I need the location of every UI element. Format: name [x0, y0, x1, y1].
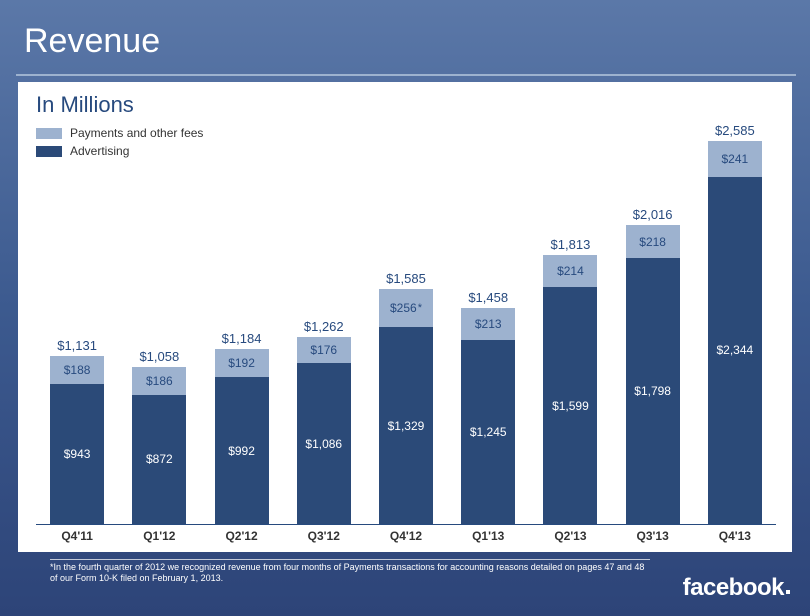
- bar-total-label: $2,016: [633, 207, 673, 222]
- bar-column: $1,131 $188$943: [36, 124, 118, 524]
- bar-stack: $241$2,344: [708, 141, 762, 524]
- bar-segment-payments: $256*: [379, 289, 433, 327]
- annotation-asterisk: *: [418, 303, 422, 314]
- bar-segment-advertising: $1,329: [379, 327, 433, 524]
- x-axis-label: Q2'13: [529, 525, 611, 546]
- bar-total-label: $1,458: [468, 290, 508, 305]
- brand-logo: facebook: [683, 574, 790, 602]
- x-axis-label: Q4'12: [365, 525, 447, 546]
- bars-container: $1,131$188$943$1,058$186$872$1,184$192$9…: [36, 124, 776, 524]
- bar-column: $2,016 $218$1,798: [612, 124, 694, 524]
- subtitle: In Millions: [36, 92, 134, 118]
- bar-segment-advertising: $1,599: [543, 287, 597, 524]
- bar-column: $1,058 $186$872: [118, 124, 200, 524]
- bar-stack: $176$1,086: [297, 337, 351, 524]
- bar-segment-advertising: $943: [50, 384, 104, 524]
- bar-segment-payments: $176: [297, 337, 351, 363]
- x-axis-label: Q4'13: [694, 525, 776, 546]
- bar-total-label: $1,058: [139, 349, 179, 364]
- bar-total-label: $1,585: [386, 271, 426, 286]
- slide-title: Revenue: [0, 10, 810, 72]
- chart-panel: In Millions Payments and other fees Adve…: [18, 82, 792, 552]
- x-axis: Q4'11Q1'12Q2'12Q3'12Q4'12Q1'13Q2'13Q3'13…: [36, 524, 776, 546]
- bar-stack: $213$1,245: [461, 308, 515, 524]
- x-axis-label: Q1'12: [118, 525, 200, 546]
- bar-segment-payments: $186: [132, 367, 186, 395]
- bar-stack: $188$943: [50, 356, 104, 524]
- footnote: *In the fourth quarter of 2012 we recogn…: [50, 559, 650, 585]
- x-axis-label: Q1'13: [447, 525, 529, 546]
- brand-name: facebook: [683, 574, 784, 602]
- bar-segment-payments: $192: [215, 349, 269, 377]
- bar-column: $2,585 $241$2,344: [694, 124, 776, 524]
- bar-stack: $186$872: [132, 367, 186, 524]
- bar-total-label: $1,131: [57, 338, 97, 353]
- bar-segment-advertising: $1,798: [626, 258, 680, 524]
- slide: Revenue In Millions Payments and other f…: [0, 0, 810, 616]
- bar-column: $1,458 $213$1,245: [447, 124, 529, 524]
- bar-segment-advertising: $1,086: [297, 363, 351, 524]
- bar-stack: $192$992: [215, 349, 269, 524]
- bar-segment-advertising: $1,245: [461, 340, 515, 524]
- x-axis-label: Q2'12: [200, 525, 282, 546]
- bar-column: $1,813 $214$1,599: [529, 124, 611, 524]
- bar-stack: $218$1,798: [626, 225, 680, 524]
- x-axis-label: Q3'12: [283, 525, 365, 546]
- bar-segment-payments: $214: [543, 255, 597, 287]
- bar-total-label: $1,184: [222, 331, 262, 346]
- bar-segment-advertising: $992: [215, 377, 269, 524]
- bar-column: $1,184 $192$992: [200, 124, 282, 524]
- brand-dot: [786, 590, 790, 594]
- bar-segment-payments: $241: [708, 141, 762, 177]
- bar-segment-payments: $188: [50, 356, 104, 384]
- bar-total-label: $1,262: [304, 319, 344, 334]
- bar-segment-payments: $218: [626, 225, 680, 257]
- title-rule: [16, 74, 796, 76]
- bar-total-label: $1,813: [551, 237, 591, 252]
- bar-stack: $214$1,599: [543, 255, 597, 524]
- x-axis-label: Q4'11: [36, 525, 118, 546]
- bar-total-label: $2,585: [715, 123, 755, 138]
- bar-segment-payments: $213: [461, 308, 515, 340]
- bar-column: $1,585 $256*$1,329: [365, 124, 447, 524]
- chart-area: $1,131$188$943$1,058$186$872$1,184$192$9…: [36, 124, 776, 524]
- bar-segment-advertising: $872: [132, 395, 186, 524]
- bar-segment-advertising: $2,344: [708, 177, 762, 524]
- x-axis-label: Q3'13: [612, 525, 694, 546]
- bar-stack: $256*$1,329: [379, 289, 433, 524]
- bar-column: $1,262 $176$1,086: [283, 124, 365, 524]
